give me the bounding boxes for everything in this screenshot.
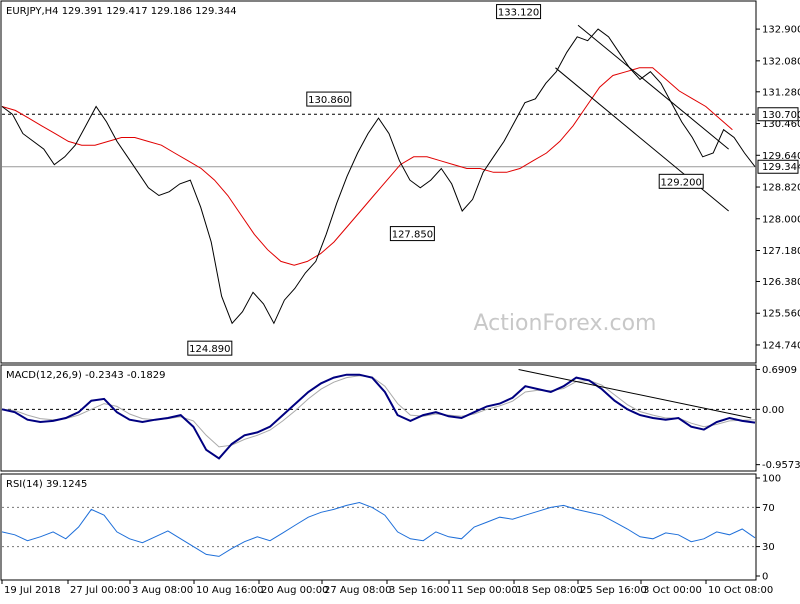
time-tick-label: 18 Sep 08:00 <box>516 585 583 596</box>
rsi-reference-lines <box>2 506 755 548</box>
annotation-label: 130.860 <box>308 95 349 106</box>
time-tick-label: 3 Sep 16:00 <box>389 585 449 596</box>
last-price-box: 129.344 <box>757 159 800 174</box>
annotation-label: 133.120 <box>498 8 539 19</box>
price-reference-lines <box>2 113 755 168</box>
price-tick-label: 124.740 <box>762 340 800 351</box>
price-tick-label: 130.460 <box>762 119 800 130</box>
rsi-panel: RSI(14) 39.1245 100 70 30 0 <box>0 473 781 583</box>
rsi-panel-header: RSI(14) 39.1245 <box>6 479 87 490</box>
price-tick-label: 127.180 <box>762 246 800 257</box>
channel-line <box>577 24 729 150</box>
moving-average-line <box>1 67 733 266</box>
annotation-label: 124.890 <box>189 344 230 355</box>
time-tick-label: 19 Jul 2018 <box>4 585 61 596</box>
time-tick-label: 10 Aug 16:00 <box>196 585 263 596</box>
rsi-axis-ticks: 100 70 30 0 <box>756 474 781 583</box>
watermark: ActionForex.com <box>474 311 657 336</box>
annotation-box <box>389 226 435 242</box>
price-panel-header: EURJPY,H4 129.391 129.417 129.186 129.34… <box>6 6 237 17</box>
macd-trendline <box>518 368 752 419</box>
rsi-tick-label: 30 <box>762 542 775 553</box>
annotation-label: 127.850 <box>392 230 433 241</box>
macd-panel: MACD(12,26,9) -0.2343 -0.1829 0.6909 0.00… <box>0 364 800 472</box>
macd-main-line <box>1 373 756 460</box>
macd-trendline-line <box>518 368 752 419</box>
rsi-tick-label: 0 <box>762 572 768 583</box>
time-tick-label: 25 Sep 16:00 <box>580 585 647 596</box>
time-tick-label: 27 Jul 00:00 <box>70 585 130 596</box>
time-tick-label: 3 Aug 08:00 <box>132 585 193 596</box>
annotation-box <box>496 4 542 20</box>
price-tick-label: 132.900 <box>762 25 800 36</box>
annotation-box <box>187 340 233 356</box>
price-tick-label: 126.380 <box>762 277 800 288</box>
time-tick-label: 3 Oct 00:00 <box>643 585 702 596</box>
rsi-line <box>1 501 756 557</box>
time-tick-label: 10 Oct 08:00 <box>708 585 773 596</box>
macd-tick-label: 0.00 <box>762 405 784 416</box>
macd-axis-ticks: 0.6909 0.00 -0.9573 <box>756 365 800 471</box>
macd-signal-line <box>1 375 756 448</box>
time-tick-label: 11 Sep 00:00 <box>451 585 518 596</box>
price-tick-label: 128.000 <box>762 214 800 225</box>
rsi-series <box>1 501 756 557</box>
macd-tick-label: -0.9573 <box>762 460 800 471</box>
annotation-box <box>658 173 704 189</box>
price-axis-ticks: 132.900 132.080 131.280 130.460 129.640 128.8… <box>756 25 800 351</box>
time-axis: 19 Jul 2018 27 Jul 00:00 3 Aug 08:00 10 Aug… <box>1 580 773 596</box>
annotation-box <box>306 91 352 107</box>
time-tick-label: 20 Aug 00:00 <box>261 585 328 596</box>
time-tick-label: 27 Aug 08:00 <box>324 585 391 596</box>
rsi-tick-label: 100 <box>762 474 781 485</box>
macd-series <box>1 373 756 460</box>
price-tick-label: 131.280 <box>762 87 800 98</box>
last-price-label: 129.344 <box>762 162 800 173</box>
price-panel: EURJPY,H4 129.391 129.417 129.186 129.34… <box>0 0 800 364</box>
annotation-label: 129.200 <box>661 177 702 188</box>
macd-tick-label: 0.6909 <box>762 365 797 376</box>
price-tick-label: 129.640 <box>762 151 800 162</box>
price-tick-label: 132.080 <box>762 56 800 67</box>
level-label: 130.700 <box>762 110 800 121</box>
macd-panel-header: MACD(12,26,9) -0.2343 -0.1829 <box>6 370 166 381</box>
price-tick-label: 128.820 <box>762 183 800 194</box>
rsi-tick-label: 70 <box>762 503 775 514</box>
level-label-box: 130.700 <box>757 107 800 122</box>
price-tick-label: 125.560 <box>762 309 800 320</box>
price-annotations: 133.120 130.860 127.850 124.890 129.200 <box>187 4 704 356</box>
